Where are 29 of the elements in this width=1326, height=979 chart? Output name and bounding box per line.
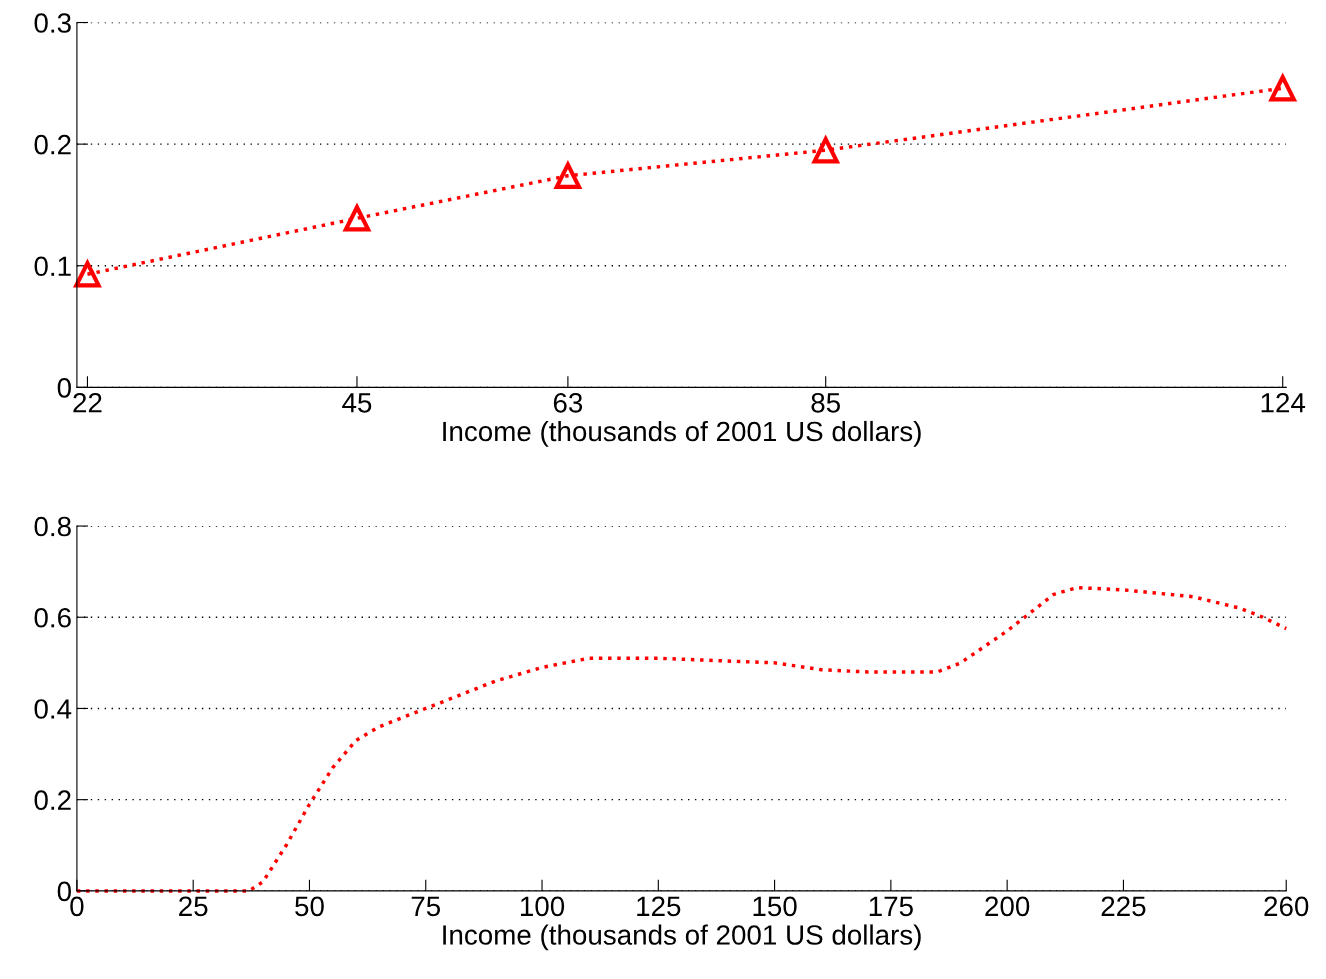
y-tick-label: 0.3: [34, 13, 71, 33]
y-tick-label: 0.8: [34, 516, 71, 537]
x-tick-label: 75: [411, 896, 441, 917]
x-tick-label: 85: [811, 392, 840, 413]
y-tick-label: 0.1: [34, 256, 71, 277]
x-tick-label: 125: [637, 896, 681, 917]
x-tick-label: 0: [70, 896, 84, 917]
x-tick-label: 260: [1264, 896, 1309, 917]
x-axis-title: Income (thousands of 2001 US dollars): [443, 924, 921, 951]
x-tick-label: 225: [1101, 896, 1146, 917]
y-tick-label: 0.2: [34, 790, 71, 811]
y-tick-label: 0.2: [34, 134, 71, 155]
y-tick-label: 0: [57, 881, 71, 902]
x-tick-label: 150: [753, 896, 797, 917]
x-tick-label: 200: [985, 896, 1030, 917]
x-tick-label: 25: [179, 896, 208, 917]
x-tick-label: 175: [869, 896, 913, 917]
x-tick-label: 50: [295, 896, 324, 917]
point: [1268, 72, 1298, 102]
y-tick-label: 0.6: [34, 607, 71, 628]
x-tick-label: 63: [553, 392, 583, 413]
point: [553, 160, 583, 189]
x-axis-title: Income (thousands of 2001 US dollars): [443, 420, 921, 447]
y-tick-label: 0: [57, 378, 71, 398]
x-tick-label: 124: [1261, 392, 1306, 413]
x-tick-label: 22: [73, 392, 102, 413]
x-tick-label: 45: [342, 393, 372, 413]
x-tick-label: 100: [520, 896, 565, 917]
y-tick-label: 0.4: [34, 699, 72, 719]
